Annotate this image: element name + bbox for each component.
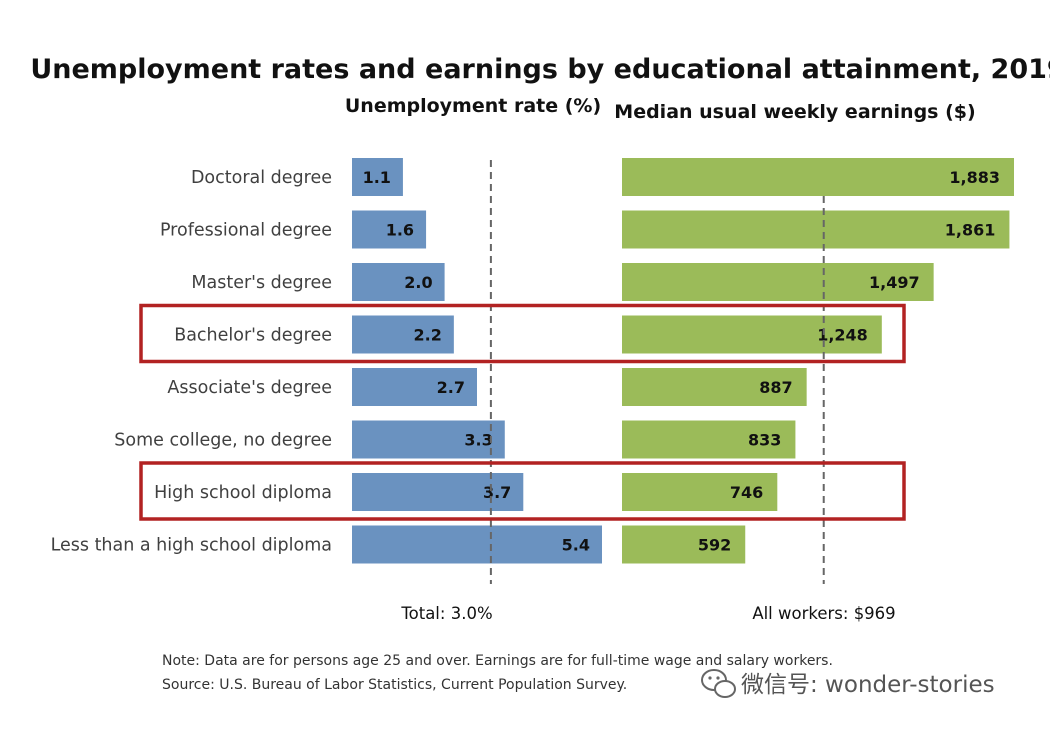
category-label-bachelor-s-degree: Bachelor's degree <box>174 326 332 346</box>
unemployment-value-bachelor-s-degree: 2.2 <box>414 326 442 345</box>
earnings-bar-doctoral-degree <box>622 158 1014 196</box>
highlight-box-bachelor-s-degree <box>139 303 906 364</box>
category-label-associate-s-degree: Associate's degree <box>167 378 332 398</box>
chart-source: Source: U.S. Bureau of Labor Statistics,… <box>162 677 627 693</box>
highlight-boxes <box>139 303 906 521</box>
earnings-bar-some-college-no-degree <box>622 420 796 459</box>
chart-title: Unemployment rates and earnings by educa… <box>30 54 1050 85</box>
earnings-value-professional-degree: 1,861 <box>945 221 996 240</box>
unemployment-bar-bachelor-s-degree <box>352 315 454 354</box>
earnings-value-some-college-no-degree: 833 <box>748 431 781 450</box>
unemployment-reference-label: Total: 3.0% <box>400 604 492 623</box>
unemployment-bar-doctoral-degree <box>352 158 403 196</box>
earnings-reference-label: All workers: $969 <box>752 604 895 623</box>
earnings-value-associate-s-degree: 887 <box>759 378 792 397</box>
unemployment-value-professional-degree: 1.6 <box>386 221 414 240</box>
earnings-value-master-s-degree: 1,497 <box>869 273 920 292</box>
unemployment-bar-high-school-diploma <box>352 473 524 511</box>
earnings-value-doctoral-degree: 1,883 <box>949 168 1000 187</box>
category-label-less-than-a-high-school-diploma: Less than a high school diploma <box>51 536 332 556</box>
earnings-bar-bachelor-s-degree <box>622 315 882 354</box>
earnings-bar-high-school-diploma <box>622 473 778 511</box>
category-label-doctoral-degree: Doctoral degree <box>191 168 332 188</box>
unemployment-subtitle: Unemployment rate (%) <box>345 95 601 117</box>
category-label-professional-degree: Professional degree <box>160 221 332 241</box>
reference-lines <box>489 160 825 584</box>
earnings-bars: 1,883 1,861 1,497 1,248 887 833 746 592 <box>622 158 1014 564</box>
unemployment-bar-professional-degree <box>352 210 427 249</box>
unemployment-value-master-s-degree: 2.0 <box>404 273 432 292</box>
unemployment-bar-less-than-a-high-school-diploma <box>352 525 602 564</box>
earnings-value-less-than-a-high-school-diploma: 592 <box>698 536 731 555</box>
earnings-bar-professional-degree <box>622 210 1010 249</box>
unemployment-value-less-than-a-high-school-diploma: 5.4 <box>562 536 590 555</box>
category-label-some-college-no-degree: Some college, no degree <box>114 431 332 451</box>
unemployment-value-associate-s-degree: 2.7 <box>437 378 465 397</box>
category-label-high-school-diploma: High school diploma <box>154 483 332 503</box>
unemployment-value-some-college-no-degree: 3.3 <box>464 431 492 450</box>
earnings-bar-master-s-degree <box>622 263 934 301</box>
category-labels: Doctoral degree Professional degree Master… <box>51 168 332 556</box>
unemployment-bar-some-college-no-degree <box>352 420 505 459</box>
unemployment-value-high-school-diploma: 3.7 <box>483 483 511 502</box>
earnings-bar-less-than-a-high-school-diploma <box>622 525 746 564</box>
chart-note: Note: Data are for persons age 25 and ov… <box>162 653 833 669</box>
unemployment-bar-associate-s-degree <box>352 368 477 406</box>
earnings-value-bachelor-s-degree: 1,248 <box>817 326 868 345</box>
watermark-text: 微信号: wonder-stories <box>741 672 995 698</box>
unemployment-value-doctoral-degree: 1.1 <box>363 168 391 187</box>
earnings-bar-associate-s-degree <box>622 368 807 406</box>
unemployment-bars: 1.1 1.6 2.0 2.2 2.7 3.3 3.7 5.4 <box>352 158 602 564</box>
earnings-value-high-school-diploma: 746 <box>730 483 763 502</box>
highlight-box-high-school-diploma <box>139 461 906 521</box>
category-label-master-s-degree: Master's degree <box>191 273 332 293</box>
earnings-subtitle: Median usual weekly earnings ($) <box>614 101 975 123</box>
wechat-logo-icon <box>701 669 736 698</box>
unemployment-bar-master-s-degree <box>352 263 445 301</box>
